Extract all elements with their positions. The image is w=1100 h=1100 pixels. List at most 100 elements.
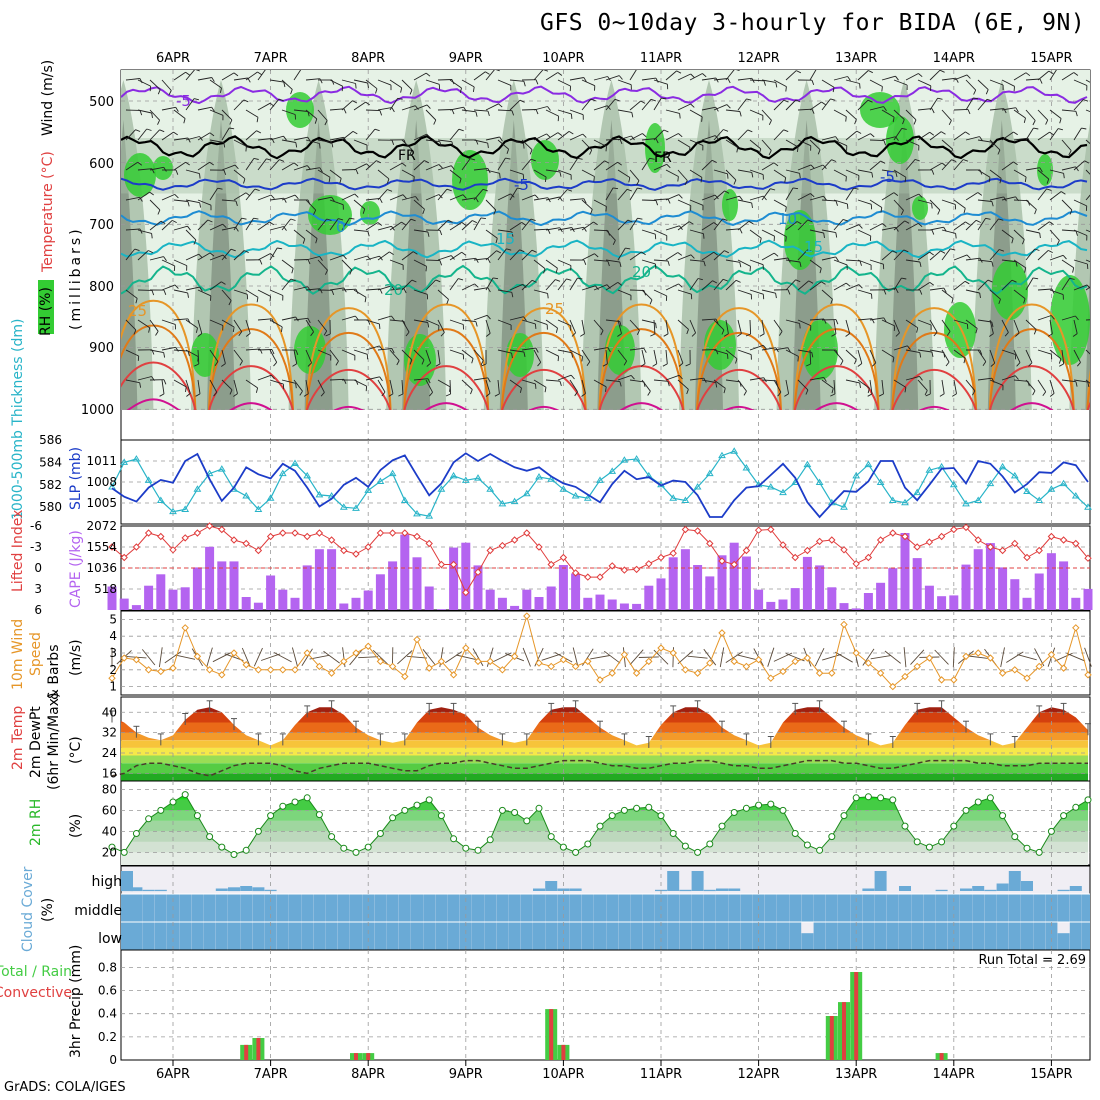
wind-barb (197, 161, 210, 171)
wind-barb-flag (652, 363, 658, 367)
wind-barb (617, 109, 632, 113)
thickness-point (962, 499, 970, 507)
cloud-bar (740, 922, 753, 950)
wind-barb-flag (784, 177, 787, 183)
wind-barb (977, 99, 988, 111)
wind-barb (749, 79, 765, 82)
cape-bar (924, 585, 934, 610)
wind-barb (557, 131, 570, 141)
cloud-bar (1021, 894, 1033, 922)
wind-barb-flag (175, 169, 179, 175)
wind-barb-flag (831, 388, 834, 394)
rh-point (864, 793, 872, 801)
wind-barb-flag (435, 279, 441, 283)
cape-bar (949, 595, 959, 610)
wind-barb-flag (146, 128, 152, 131)
date-label-top: 9APR (449, 51, 483, 66)
date-label-bottom: 11APR (640, 1067, 682, 1082)
wind-barb-flag (868, 70, 873, 74)
wind-barb-flag (607, 347, 611, 353)
wind-barb (701, 135, 716, 141)
wind-barb-flag (806, 363, 811, 367)
cloud-bar (130, 894, 143, 922)
wind-barb (821, 289, 833, 300)
wind-barb (413, 72, 427, 81)
wind-barb-flag (880, 160, 886, 164)
wind-speed-point (706, 659, 714, 667)
wind-barb (677, 199, 691, 207)
cloud-bar (960, 888, 972, 891)
y-tick-label: 24 (102, 746, 117, 760)
cloud-bar (728, 888, 741, 891)
wind-barb (233, 349, 243, 362)
wind-barb-flag (543, 268, 546, 274)
wind-barb-flag (293, 162, 299, 167)
wind-barb-flag (882, 223, 887, 228)
wind-barb-flag (1049, 393, 1055, 397)
wind-barb (737, 77, 752, 81)
wind-barb-flag (745, 333, 751, 337)
wind-barb-flag (1059, 363, 1064, 367)
cloud-bar (838, 894, 850, 922)
cape-bar (668, 557, 678, 610)
wind-speed-point (937, 676, 946, 684)
cape-bar (278, 589, 288, 610)
thickness-point (376, 477, 385, 484)
temp-band (121, 732, 1088, 741)
wind-barb-flag (951, 298, 954, 304)
wind-barb (473, 349, 484, 361)
rh-point (913, 838, 921, 846)
wind-barb (509, 379, 522, 389)
wind-barb (206, 647, 213, 667)
wind-speed-point (523, 612, 531, 620)
wind-barb (581, 169, 595, 177)
wind-barb (1013, 109, 1026, 119)
wind-barb-flag (139, 228, 143, 234)
wind-barb-flag (604, 160, 610, 164)
y-tick-label: 80 (102, 782, 117, 796)
y-tick-label: 4 (109, 629, 117, 643)
wind-barb-flag (796, 146, 799, 152)
wind-barb-flag (845, 282, 851, 287)
cloud-bar (337, 894, 350, 922)
wind-barb-flag (269, 221, 274, 226)
wind-barb-flag (187, 201, 190, 207)
wind-barb (761, 289, 776, 294)
wind-barb (1001, 131, 1014, 141)
wind-barb (221, 289, 232, 301)
cloud-bar (569, 888, 582, 891)
wind-barb (833, 259, 848, 266)
wind-barb (377, 107, 392, 111)
wind-barb-flag (307, 259, 311, 265)
wind-barb-flag (895, 75, 899, 81)
wind-barb (870, 655, 891, 660)
cape-bar (1059, 561, 1069, 610)
wind-barb-flag (487, 377, 491, 383)
cape-bar (400, 534, 410, 610)
rh-moist-area (704, 320, 736, 370)
wind-barb (1037, 379, 1047, 392)
wind-barb-flag (517, 187, 523, 190)
wind-barb (329, 254, 344, 261)
rh-point (681, 842, 689, 850)
thickness-point (449, 471, 458, 479)
cloud-bar (240, 894, 253, 922)
wind-barb (197, 319, 203, 334)
warm-isotherm (891, 307, 978, 410)
wind-barb-flag (429, 392, 433, 397)
wind-barb-flag (602, 363, 608, 367)
wind-barb-flag (937, 97, 943, 100)
wind-barb (485, 70, 495, 81)
wind-barb (425, 194, 440, 201)
warm-isotherm (403, 303, 490, 410)
wind-barb-flag (505, 157, 511, 160)
rh-point (157, 806, 165, 814)
wind-barb (641, 158, 651, 171)
wind-barb-flag (570, 113, 573, 119)
wind-barb (737, 129, 749, 141)
wind-barb (533, 379, 547, 388)
thickness-point (998, 462, 1007, 470)
wind-barb (617, 374, 632, 381)
wind-barb (341, 193, 355, 201)
